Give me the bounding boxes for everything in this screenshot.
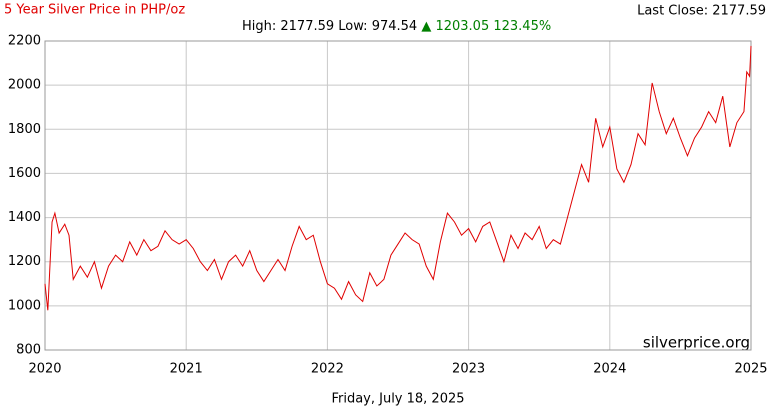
last-close: Last Close: 2177.59 (637, 4, 766, 19)
stats: High: 2177.59 Low: 974.54 ▲ 1203.05 123.… (242, 19, 551, 34)
x-tick-label: 2020 (28, 362, 61, 377)
y-tick-label: 2000 (8, 78, 41, 93)
x-tick-label: 2025 (734, 362, 767, 377)
x-tick-label: 2022 (311, 362, 344, 377)
plot-frame (44, 40, 752, 351)
x-tick-label: 2023 (452, 362, 485, 377)
y-tick-label: 1000 (8, 298, 41, 313)
y-tick-label: 1600 (8, 166, 41, 181)
y-tick-label: 1400 (8, 210, 41, 225)
date: Friday, July 18, 2025 (331, 392, 464, 407)
watermark: silverprice.org (643, 334, 750, 352)
y-tick-label: 800 (16, 343, 41, 358)
x-tick-label: 2021 (170, 362, 203, 377)
price-line (44, 45, 752, 311)
y-tick-label: 1200 (8, 254, 41, 269)
y-tick-label: 1800 (8, 122, 41, 137)
x-tick-label: 2024 (593, 362, 626, 377)
high: High: 2177.59 (242, 19, 334, 34)
chart-title: 5 Year Silver Price in PHP/oz (4, 3, 185, 18)
change: ▲ 1203.05 123.45% (421, 19, 551, 34)
y-tick-label: 2200 (8, 34, 41, 49)
low: Low: 974.54 (338, 19, 417, 34)
